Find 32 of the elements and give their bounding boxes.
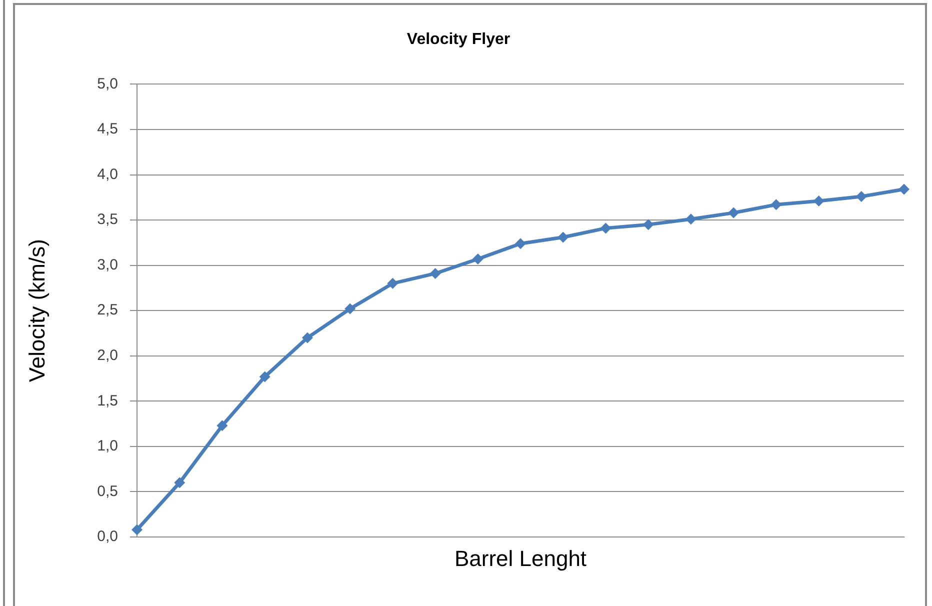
x-axis-title: Barrel Lenght <box>454 546 587 571</box>
point <box>216 420 228 432</box>
point <box>344 303 356 314</box>
y-tick-label: 0,5 <box>97 482 118 500</box>
point <box>472 253 484 264</box>
point <box>430 268 441 279</box>
point <box>728 207 740 218</box>
point <box>174 477 186 488</box>
point <box>558 232 569 243</box>
point <box>600 222 612 234</box>
point <box>259 371 270 382</box>
point <box>642 219 654 230</box>
point <box>685 214 696 225</box>
y-tick-label: 1,0 <box>97 438 118 455</box>
point <box>856 190 867 202</box>
point <box>515 238 526 250</box>
point <box>302 332 313 344</box>
point <box>898 184 910 195</box>
chart-title: Velocity Flyer <box>406 31 510 48</box>
y-tick-label: 2,0 <box>97 347 118 364</box>
y-tick-label: 0,0 <box>97 528 118 546</box>
y-tick-label: 1,5 <box>97 392 118 410</box>
y-tick-label: 3,0 <box>97 256 118 274</box>
point <box>813 196 824 207</box>
point <box>770 199 782 210</box>
y-tick-label: 4,0 <box>97 166 118 183</box>
y-axis-title: Velocity (km/s) <box>24 239 50 382</box>
point <box>387 278 398 289</box>
y-tick-label: 2,5 <box>97 302 118 319</box>
y-tick-label: 4,5 <box>97 120 118 138</box>
y-tick-label: 3,5 <box>97 211 118 228</box>
y-tick-label: 5,0 <box>97 75 118 92</box>
